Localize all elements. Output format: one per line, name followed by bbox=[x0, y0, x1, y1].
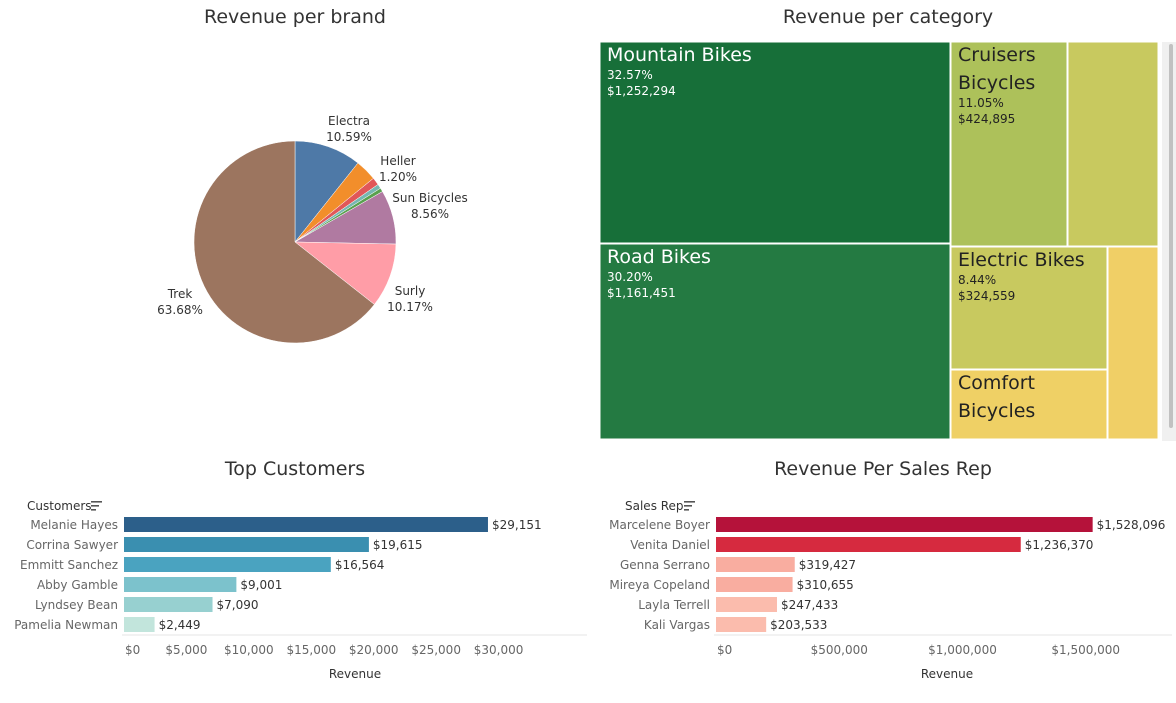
salesrep-bar-value: $1,236,370 bbox=[1025, 538, 1094, 552]
brand-panel: Revenue per brand Electra 10.59% Heller 1.2… bbox=[0, 0, 590, 445]
customer-axis-tick-label: $10,000 bbox=[224, 643, 274, 657]
salesrep-row-label: Kali Vargas bbox=[644, 618, 710, 632]
pie-slice[interactable] bbox=[294, 140, 359, 243]
brand-chart-title: Revenue per brand bbox=[203, 6, 386, 28]
salesrep-bar-value: $203,533 bbox=[770, 618, 827, 632]
pie-slice-percent: 8.56% bbox=[411, 207, 449, 221]
treemap-cell[interactable] bbox=[1107, 246, 1159, 440]
category-panel: Revenue per category bbox=[590, 0, 1176, 445]
customer-bar[interactable] bbox=[124, 597, 213, 612]
salesrep-axis-tick-label: $1,000,000 bbox=[928, 643, 997, 657]
customer-bar-value: $2,449 bbox=[159, 618, 201, 632]
customers-panel: Top Customers bbox=[0, 452, 590, 703]
pie-slice-percent: 10.59% bbox=[326, 130, 372, 144]
customer-row-label: Corrina Sawyer bbox=[26, 538, 118, 552]
category-treemap: Mountain Bikes 32.57% $1,252,294 Road Bikes… bbox=[599, 41, 1159, 440]
sort-icon[interactable] bbox=[91, 501, 102, 511]
salesrep-chart-title: Revenue Per Sales Rep bbox=[774, 458, 992, 480]
salesrep-axis-tick-label: $500,000 bbox=[811, 643, 868, 657]
treemap-cell-name: Comfort bbox=[958, 372, 1035, 394]
customer-row-label: Melanie Hayes bbox=[30, 518, 118, 532]
salesrep-bar-value: $319,427 bbox=[799, 558, 856, 572]
treemap-cell-name: Bicycles bbox=[958, 72, 1035, 94]
treemap-cell-percent: 11.05% bbox=[958, 96, 1004, 110]
treemap-cell-value: $324,559 bbox=[958, 289, 1015, 303]
treemap-cell-value: $1,161,451 bbox=[607, 286, 676, 300]
treemap-cell[interactable] bbox=[599, 41, 951, 244]
brand-pie-chart: Electra 10.59% Heller 1.20% Sun Bicycles 8.56… bbox=[157, 114, 468, 344]
customer-axis-tick-label: $0 bbox=[125, 643, 140, 657]
customer-row-label: Lyndsey Bean bbox=[35, 598, 118, 612]
customer-row-label: Emmitt Sanchez bbox=[20, 558, 118, 572]
pie-slice-label: Trek bbox=[167, 287, 193, 301]
treemap-cell[interactable] bbox=[950, 246, 1108, 370]
treemap-cell-percent: 8.44% bbox=[958, 273, 996, 287]
salesrep-axis-title: Revenue bbox=[921, 667, 973, 681]
salesrep-bar[interactable] bbox=[716, 577, 793, 592]
pie-slice-label: Heller bbox=[380, 154, 415, 168]
treemap-cell[interactable] bbox=[950, 369, 1108, 440]
pie-slice-percent: 1.20% bbox=[379, 170, 417, 184]
customer-row-label: Abby Gamble bbox=[37, 578, 118, 592]
pie-slice-label: Surly bbox=[395, 284, 426, 298]
salesrep-bar[interactable] bbox=[716, 617, 767, 632]
treemap-scrollbar-thumb[interactable] bbox=[1169, 44, 1173, 428]
pie-slice-label: Sun Bicycles bbox=[392, 191, 467, 205]
sort-icon[interactable] bbox=[684, 501, 695, 511]
treemap-cell[interactable] bbox=[950, 41, 1068, 247]
treemap-cell[interactable] bbox=[1067, 41, 1159, 247]
customer-axis-tick-label: $15,000 bbox=[286, 643, 336, 657]
customer-axis-tick-label: $30,000 bbox=[474, 643, 524, 657]
treemap-cell-name: Electric Bikes bbox=[958, 249, 1085, 271]
customer-bar-value: $19,615 bbox=[373, 538, 423, 552]
customer-bar[interactable] bbox=[124, 537, 369, 552]
treemap-cell-value: $1,252,294 bbox=[607, 84, 676, 98]
customer-bar[interactable] bbox=[124, 557, 331, 572]
salesrep-row-label: Layla Terrell bbox=[638, 598, 710, 612]
treemap-cell-value: $424,895 bbox=[958, 112, 1015, 126]
salesrep-row-label: Genna Serrano bbox=[620, 558, 710, 572]
treemap-cell-name: Cruisers bbox=[958, 44, 1036, 66]
customer-bar-value: $7,090 bbox=[217, 598, 259, 612]
treemap-cell-name: Road Bikes bbox=[607, 246, 711, 268]
customer-bar[interactable] bbox=[124, 517, 488, 532]
salesrep-row-label: Mireya Copeland bbox=[609, 578, 710, 592]
salesrep-bar[interactable] bbox=[716, 597, 777, 612]
salesrep-axis-tick-label: $1,500,000 bbox=[1051, 643, 1120, 657]
salesrep-row-label: Marcelene Boyer bbox=[609, 518, 710, 532]
treemap-cell-name: Mountain Bikes bbox=[607, 44, 752, 66]
salesrep-header: Sales Rep bbox=[625, 499, 684, 513]
treemap-cell-name: Bicycles bbox=[958, 400, 1035, 422]
category-chart-title: Revenue per category bbox=[782, 6, 994, 28]
pie-slice-percent: 10.17% bbox=[387, 300, 433, 314]
customers-chart-title: Top Customers bbox=[224, 458, 366, 480]
salesrep-bar[interactable] bbox=[716, 537, 1021, 552]
customer-axis-title: Revenue bbox=[329, 667, 381, 681]
customer-bar[interactable] bbox=[124, 617, 155, 632]
salesrep-panel: Revenue Per Sales Rep bbox=[590, 452, 1176, 703]
customer-bar-value: $16,564 bbox=[335, 558, 385, 572]
salesrep-row-label: Venita Daniel bbox=[630, 538, 710, 552]
pie-slice-percent: 63.68% bbox=[157, 303, 203, 317]
salesrep-axis-tick-label: $0 bbox=[717, 643, 732, 657]
treemap-cell-percent: 32.57% bbox=[607, 68, 653, 82]
customer-axis-tick-label: $20,000 bbox=[349, 643, 399, 657]
salesrep-bar-value: $1,528,096 bbox=[1097, 518, 1166, 532]
pie-slice[interactable] bbox=[193, 140, 375, 344]
customer-axis-tick-label: $25,000 bbox=[411, 643, 461, 657]
customer-row-label: Pamelia Newman bbox=[14, 618, 118, 632]
treemap-cell-percent: 30.20% bbox=[607, 270, 653, 284]
treemap-cell[interactable] bbox=[599, 243, 951, 440]
salesrep-bar[interactable] bbox=[716, 557, 795, 572]
customer-header: Customers bbox=[27, 499, 92, 513]
salesrep-bar-value: $247,433 bbox=[781, 598, 838, 612]
customer-bar-value: $9,001 bbox=[240, 578, 282, 592]
customer-axis-tick-label: $5,000 bbox=[165, 643, 207, 657]
salesrep-bar-value: $310,655 bbox=[797, 578, 854, 592]
salesrep-bar[interactable] bbox=[716, 517, 1093, 532]
pie-slice-label: Electra bbox=[328, 114, 370, 128]
customer-bar-value: $29,151 bbox=[492, 518, 542, 532]
customer-bar[interactable] bbox=[124, 577, 237, 592]
